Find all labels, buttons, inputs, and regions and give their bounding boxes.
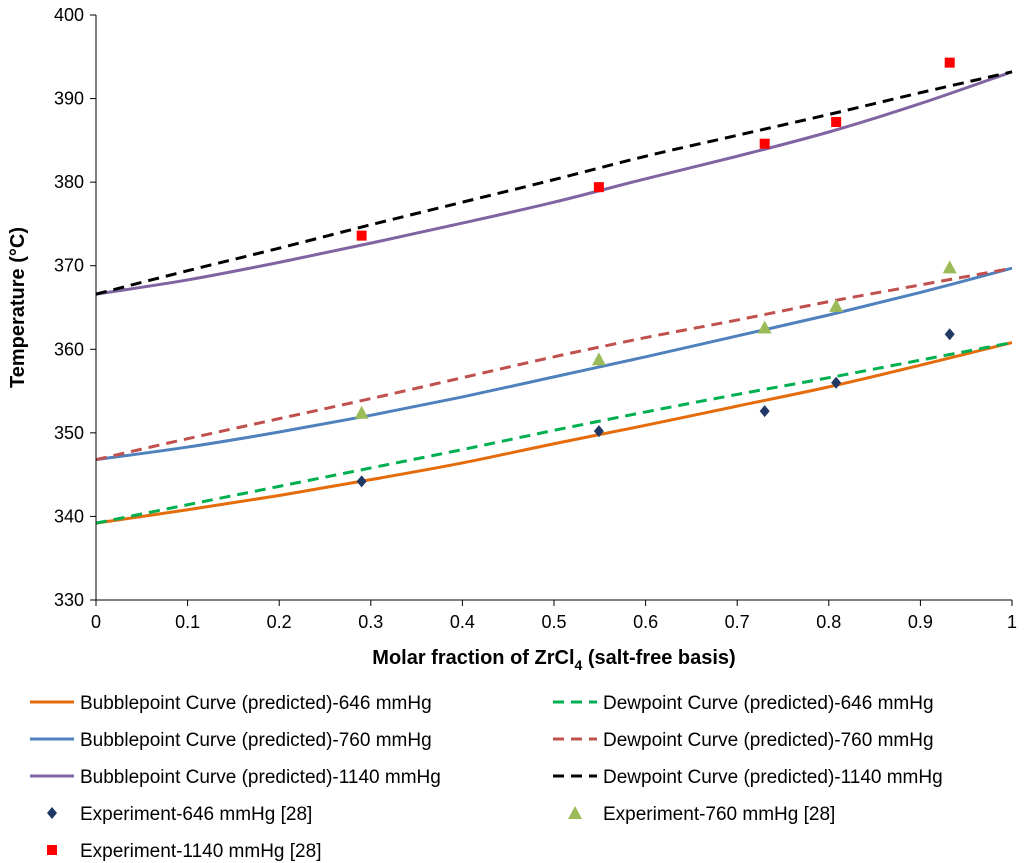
x-tick-label: 0.1: [175, 612, 200, 632]
data-point: [757, 320, 772, 334]
x-tick-label: 0.2: [267, 612, 292, 632]
legend-swatch: [47, 807, 57, 819]
y-tick-label: 340: [54, 506, 84, 526]
x-tick-label: 0.6: [633, 612, 658, 632]
x-tick-label: 0.8: [816, 612, 841, 632]
legend-label: Experiment-760 mmHg [28]: [603, 804, 835, 825]
y-tick-label: 330: [54, 590, 84, 610]
series-points-experiment-760-mmhg-28: [354, 260, 957, 419]
x-tick-label: 1: [1007, 612, 1017, 632]
x-tick-label: 0.3: [358, 612, 383, 632]
data-point: [942, 260, 957, 274]
series-points-experiment-646-mmhg-28: [356, 328, 955, 488]
data-point: [944, 328, 955, 341]
legend: Bubblepoint Curve (predicted)-646 mmHg De…: [30, 693, 943, 862]
legend-item-experiment-646-mmhg-28: Experiment-646 mmHg [28]: [47, 804, 312, 825]
series-line-dewpoint-curve-predicted-760-mmhg: [95, 266, 1013, 462]
legend-item-bubblepoint-curve-predicted-646-mmhg: Bubblepoint Curve (predicted)-646 mmHg: [30, 693, 432, 714]
x-tick-label: 0.7: [725, 612, 750, 632]
legend-item-experiment-760-mmhg-28: Experiment-760 mmHg [28]: [568, 804, 835, 825]
data-point: [356, 230, 367, 241]
legend-label: Dewpoint Curve (predicted)-646 mmHg: [603, 693, 934, 714]
legend-item-dewpoint-curve-predicted-760-mmhg: Dewpoint Curve (predicted)-760 mmHg: [553, 730, 934, 751]
x-tick-label: 0.5: [541, 612, 566, 632]
plot-area: [95, 57, 1013, 525]
data-point: [593, 182, 604, 193]
data-point: [759, 138, 770, 149]
x-tick-label: 0: [91, 612, 101, 632]
y-axis-title: Temperature (°C): [7, 227, 29, 388]
legend-item-bubblepoint-curve-predicted-760-mmhg: Bubblepoint Curve (predicted)-760 mmHg: [30, 730, 432, 751]
x-tick-label: 0.9: [908, 612, 933, 632]
legend-label: Experiment-646 mmHg [28]: [80, 804, 312, 825]
legend-item-dewpoint-curve-predicted-1140-mmhg: Dewpoint Curve (predicted)-1140 mmHg: [553, 767, 943, 788]
legend-label: Experiment-1140 mmHg [28]: [80, 841, 321, 862]
legend-label: Dewpoint Curve (predicted)-1140 mmHg: [603, 767, 943, 788]
axes: 330 340 350 360 370 380 390 400 0 0.1 0.2 0.3 0.4 0.5…: [7, 5, 1017, 673]
series-line-bubblepoint-curve-predicted-1140-mmhg: [95, 70, 1013, 296]
y-tick-label: 350: [54, 423, 84, 443]
series-line-bubblepoint-curve-predicted-760-mmhg: [95, 266, 1013, 462]
x-tick-label: 0.4: [450, 612, 475, 632]
legend-swatch: [568, 806, 582, 819]
data-point: [593, 425, 604, 438]
data-point: [829, 298, 844, 312]
series-line-dewpoint-curve-predicted-646-mmhg: [95, 341, 1013, 525]
x-axis-title-suffix: (salt-free basis): [582, 647, 735, 669]
x-axis-title-prefix: Molar fraction of ZrCl: [372, 647, 574, 669]
data-point: [759, 405, 770, 418]
legend-label: Dewpoint Curve (predicted)-760 mmHg: [603, 730, 934, 751]
y-tick-label: 370: [54, 256, 84, 276]
series-line-bubblepoint-curve-predicted-646-mmhg: [95, 341, 1013, 525]
data-point: [831, 116, 842, 127]
data-point: [354, 405, 369, 419]
legend-label: Bubblepoint Curve (predicted)-760 mmHg: [80, 730, 432, 751]
data-point: [944, 57, 955, 68]
data-point: [591, 352, 606, 366]
data-point: [831, 376, 842, 389]
data-point: [356, 475, 367, 488]
legend-item-dewpoint-curve-predicted-646-mmhg: Dewpoint Curve (predicted)-646 mmHg: [553, 693, 934, 714]
y-tick-label: 380: [54, 172, 84, 192]
series-line-dewpoint-curve-predicted-1140-mmhg: [95, 70, 1013, 296]
legend-label: Bubblepoint Curve (predicted)-646 mmHg: [80, 693, 432, 714]
legend-label: Bubblepoint Curve (predicted)-1140 mmHg: [80, 767, 441, 788]
series-points-experiment-1140-mmhg-28: [356, 57, 955, 241]
x-axis-title: Molar fraction of ZrCl4 (salt-free basis…: [372, 647, 735, 673]
legend-swatch: [47, 845, 57, 855]
legend-item-experiment-1140-mmhg-28: Experiment-1140 mmHg [28]: [47, 841, 321, 862]
y-tick-label: 390: [54, 89, 84, 109]
y-tick-label: 400: [54, 5, 84, 25]
legend-item-bubblepoint-curve-predicted-1140-mmhg: Bubblepoint Curve (predicted)-1140 mmHg: [30, 767, 441, 788]
x-axis-title-subscript: 4: [575, 657, 583, 673]
y-tick-label: 360: [54, 339, 84, 359]
